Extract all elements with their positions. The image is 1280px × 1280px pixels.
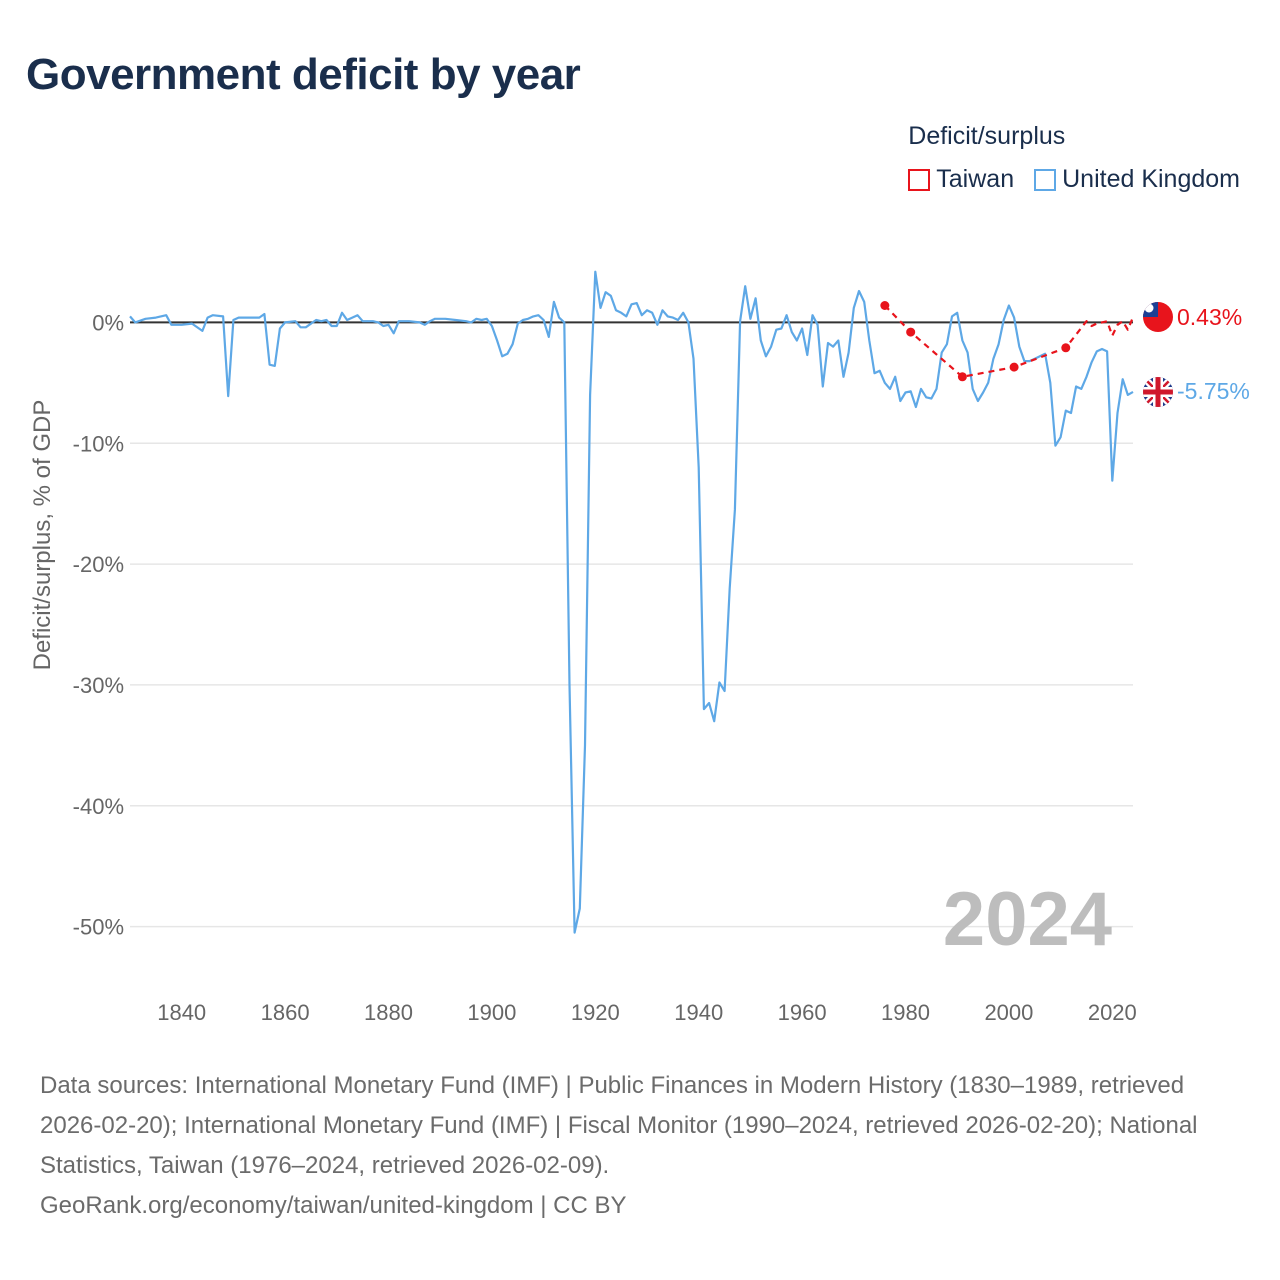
x-tick-label: 1940 bbox=[674, 1000, 723, 1025]
x-tick-label: 2020 bbox=[1088, 1000, 1137, 1025]
y-axis-label: Deficit/surplus, % of GDP bbox=[29, 400, 56, 671]
legend-title: Deficit/surplus bbox=[908, 122, 1066, 150]
x-tick-label: 1900 bbox=[467, 1000, 516, 1025]
x-tick-label: 1840 bbox=[157, 1000, 206, 1025]
year-watermark: 2024 bbox=[943, 877, 1112, 962]
y-tick-label: -40% bbox=[73, 794, 124, 819]
series-line-united-kingdom[interactable] bbox=[129, 270, 1134, 934]
taiwan-flag-icon bbox=[1143, 302, 1173, 332]
series-group bbox=[129, 270, 1135, 934]
x-tick-label: 1880 bbox=[364, 1000, 413, 1025]
legend-label-taiwan: Taiwan bbox=[936, 165, 1015, 193]
y-tick-label: -10% bbox=[73, 431, 124, 456]
chart-title: Government deficit by year bbox=[26, 50, 581, 99]
legend-item-taiwan[interactable]: Taiwan bbox=[908, 165, 1014, 194]
y-axis-ticks: 0% -10% -20% -30% -40% -50% bbox=[73, 310, 124, 939]
y-tick-label: -50% bbox=[73, 915, 124, 940]
x-tick-label: 1920 bbox=[571, 1000, 620, 1025]
x-axis-ticks: 1840 1860 1880 1900 1920 1940 1960 1980 2000 2020 bbox=[157, 1000, 1137, 1025]
attribution-link[interactable]: GeoRank.org/economy/taiwan/united-kingdo… bbox=[40, 1192, 627, 1219]
y-tick-label: 0% bbox=[92, 310, 124, 335]
gridlines bbox=[130, 442, 1133, 928]
legend-swatch-taiwan bbox=[908, 168, 931, 191]
data-point-taiwan[interactable] bbox=[880, 301, 890, 310]
data-point-taiwan[interactable] bbox=[957, 372, 967, 382]
united-kingdom-flag-icon bbox=[1143, 377, 1173, 407]
x-tick-label: 1980 bbox=[881, 1000, 930, 1025]
legend-item-united-kingdom[interactable]: United Kingdom bbox=[1034, 165, 1240, 194]
y-tick-label: -20% bbox=[73, 552, 124, 577]
taiwan-end-value-label: 0.43% bbox=[1177, 304, 1242, 330]
x-tick-label: 2000 bbox=[984, 1000, 1033, 1025]
legend-swatch-united-kingdom bbox=[1034, 168, 1057, 191]
legend-label-united-kingdom: United Kingdom bbox=[1062, 165, 1240, 193]
chart-area: 0%-10%-20%-30%-40%-50% 1840 1860 1880 1900 1… bbox=[29, 270, 1250, 1025]
data-point-taiwan[interactable] bbox=[1009, 362, 1019, 372]
footer: Data sources: International Monetary Fun… bbox=[40, 1066, 1240, 1226]
legend: Deficit/surplus Taiwan United Kingdom bbox=[908, 122, 1240, 194]
series-line-taiwan[interactable] bbox=[884, 304, 1135, 378]
x-tick-label: 1860 bbox=[261, 1000, 310, 1025]
data-point-taiwan[interactable] bbox=[906, 327, 916, 337]
united-kingdom-end-value-label: -5.75% bbox=[1177, 378, 1250, 404]
data-point-taiwan[interactable] bbox=[1061, 343, 1071, 353]
data-sources-text: Data sources: International Monetary Fun… bbox=[40, 1072, 1198, 1179]
y-tick-label: -30% bbox=[73, 673, 124, 698]
x-tick-label: 1960 bbox=[778, 1000, 827, 1025]
